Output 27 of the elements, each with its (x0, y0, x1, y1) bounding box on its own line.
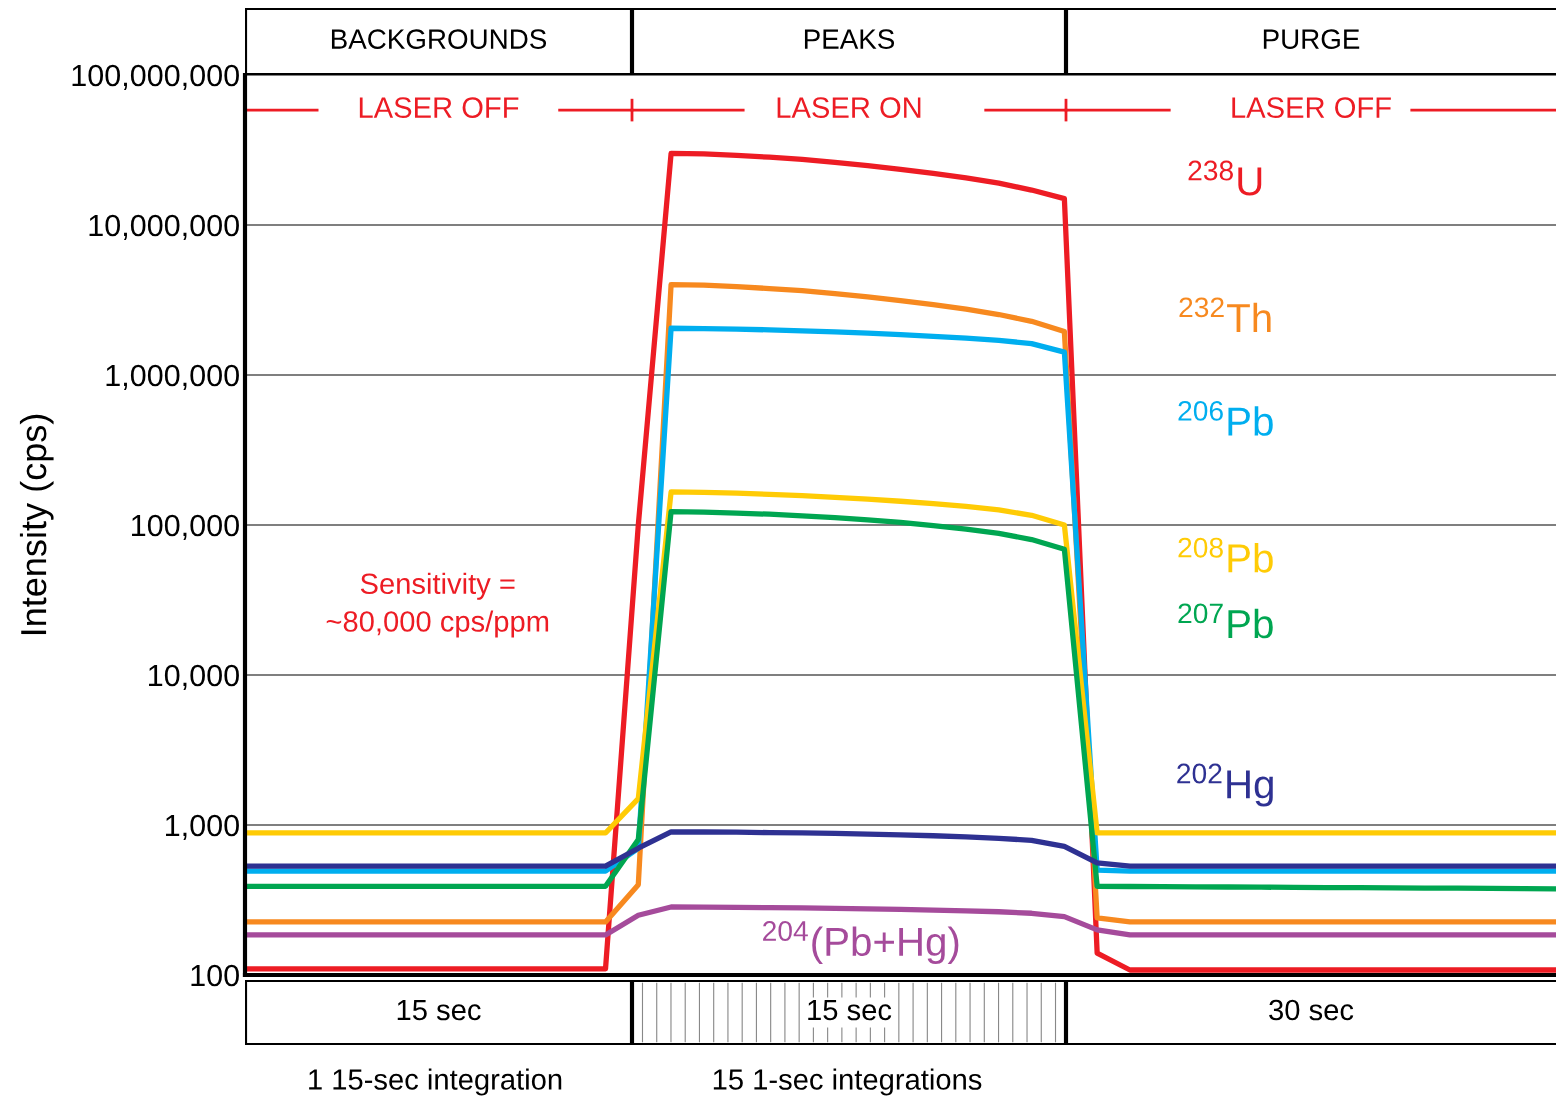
text: 15 1-sec integrations (713, 1068, 982, 1096)
text: $^{208}$Pb (1178, 537, 1273, 573)
text: PURGE (1263, 29, 1360, 49)
text: $^{206}$Pb (1178, 400, 1273, 436)
y-axis-title: Intensity (cps) (19, 414, 54, 635)
y-tick-label: 100,000 (132, 514, 239, 540)
text: $^{238}$U (1188, 160, 1262, 196)
y-tick-label: 100,000,000 (72, 64, 239, 90)
text: $^{232}$Th (1179, 297, 1271, 332)
annotation: LASER ON (777, 97, 921, 118)
series-label: $^{204}$(Pb+Hg) (763, 921, 959, 964)
annotation: LASER OFF (1232, 97, 1391, 118)
y-tick-label: 1,000,000 (106, 364, 239, 390)
text: 15 sec (397, 999, 481, 1021)
text: BACKGROUNDS (331, 29, 547, 49)
y-tick-label: 100 (191, 964, 239, 987)
text: 15 sec (808, 999, 892, 1021)
text: 30 sec (1269, 999, 1354, 1021)
text: 1 15-sec integration (309, 1068, 562, 1096)
annotation: Sensitivity = ~80,000 cps/ppm (326, 572, 549, 638)
text: PEAKS (804, 29, 895, 49)
y-tick-label: 1,000 (166, 814, 239, 840)
series-label: $^{202}$Hg (1177, 763, 1273, 807)
y-tick-label: 10,000,000 (89, 214, 239, 240)
text: $^{207}$Pb (1178, 603, 1273, 639)
y-tick-label: 10,000 (149, 664, 239, 690)
annotation: LASER OFF (359, 97, 519, 118)
